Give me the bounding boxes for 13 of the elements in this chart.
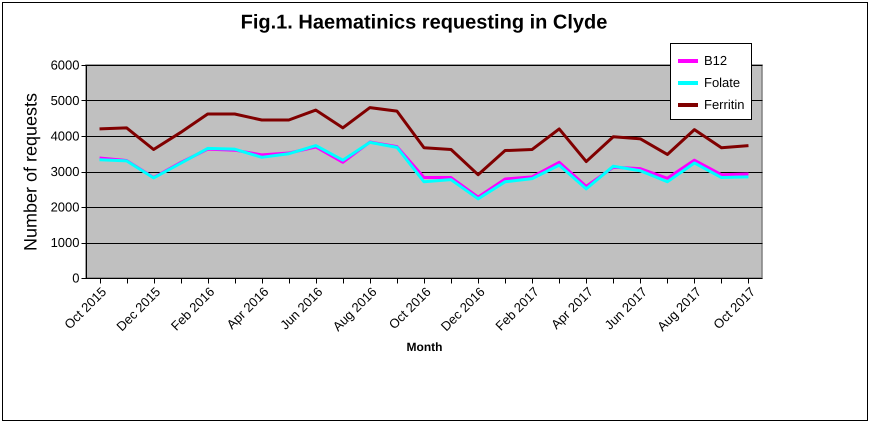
legend-label: Folate — [704, 75, 740, 90]
chart-title: Fig.1. Haematinics requesting in Clyde — [240, 12, 608, 34]
legend-label: Ferritin — [704, 97, 744, 112]
y-tick-label: 6000 — [50, 58, 80, 72]
y-tick-label: 0 — [72, 270, 80, 286]
y-axis-title: Number of requests — [20, 92, 41, 252]
legend-label: B12 — [704, 53, 728, 68]
y-tick-label: 5000 — [50, 93, 80, 108]
x-axis-title: Month — [406, 340, 442, 354]
y-tick-label: 1000 — [50, 235, 80, 250]
y-tick-label: 2000 — [50, 200, 80, 214]
y-tick-label: 3000 — [50, 164, 80, 179]
y-tick-label: 4000 — [50, 128, 80, 144]
